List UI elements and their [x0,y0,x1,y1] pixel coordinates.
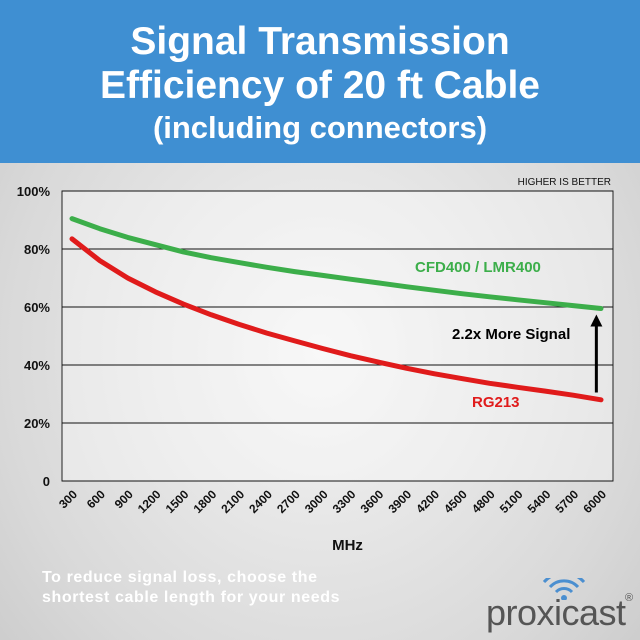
corner-note: HIGHER IS BETTER [518,177,611,188]
x-tick-label: 3600 [358,487,387,516]
chart-title-line1: Signal Transmission [130,20,510,63]
chart-subtitle: (including connectors) [152,110,488,145]
annotation-arrow-head [590,314,603,327]
series-label-rg213: RG213 [472,394,520,411]
y-tick-label: 0 [43,474,50,489]
y-tick-label: 100% [17,184,51,199]
x-tick-label: 3900 [385,487,414,516]
x-tick-label: 3000 [302,487,331,516]
x-tick-label: 6000 [580,487,609,516]
x-tick-label: 4800 [469,487,498,516]
x-tick-label: 900 [112,487,136,511]
brand-name: proxicast [486,592,626,633]
series-line-cfd400 [69,216,604,311]
x-axis-label: MHz [332,537,363,554]
registered-mark: ® [625,592,634,604]
x-tick-label: 5100 [497,487,526,516]
x-tick-label: 1800 [191,487,220,516]
series-label-cfd400: CFD400 / LMR400 [415,259,541,276]
title-banner: Signal Transmission Efficiency of 20 ft … [0,0,640,163]
y-tick-label: 60% [24,300,50,315]
x-tick-label: 3300 [330,487,359,516]
x-tick-label: 5700 [552,487,581,516]
x-tick-label: 1200 [135,487,164,516]
annotation-label: 2.2x More Signal [452,326,570,343]
x-tick-label: 2100 [218,487,247,516]
series-line-rg213 [69,236,604,403]
efficiency-chart: 0 20% 40% 60% 80% 100% 300 600 900 1200 1500 1800 21… [17,177,614,554]
x-tick-label: 4500 [441,487,470,516]
plot-area [61,190,614,482]
x-tick-label: 1500 [163,487,192,516]
footer-note-line2: shortest cable length for your needs [42,589,341,606]
x-tick-label: 4200 [413,487,442,516]
proxicast-logo: proxicast ® [486,578,636,634]
y-tick-label: 20% [24,416,50,431]
x-tick-label: 2700 [274,487,303,516]
y-tick-label: 40% [24,358,50,373]
y-tick-label: 80% [24,242,50,257]
x-tick-label: 300 [56,487,80,511]
chart-title-line2: Efficiency of 20 ft Cable [100,64,540,107]
footer-note: To reduce signal loss, choose the shorte… [42,568,442,608]
x-tick-label: 5400 [525,487,554,516]
x-tick-label: 2400 [246,487,275,516]
x-tick-label: 600 [84,487,108,511]
footer-note-line1: To reduce signal loss, choose the [42,569,318,586]
wireless-signal-icon [542,578,586,600]
